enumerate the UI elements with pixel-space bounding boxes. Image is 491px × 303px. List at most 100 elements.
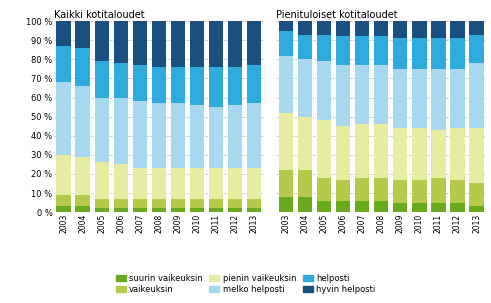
Bar [152,168,166,199]
Bar [374,201,388,212]
Bar [412,69,427,128]
Bar [431,178,445,203]
Bar [113,208,128,212]
Bar [133,102,147,168]
Bar [412,203,427,212]
Bar [431,38,445,69]
Bar [298,117,312,170]
Bar [450,128,464,180]
Text: Pienituloiset kotitaloudet: Pienituloiset kotitaloudet [276,10,398,20]
Bar [152,208,166,212]
Bar [209,208,223,212]
Bar [450,203,464,212]
Bar [190,105,204,168]
Bar [56,206,71,212]
Bar [374,65,388,124]
Bar [279,21,293,31]
Bar [113,98,128,164]
Bar [336,65,350,126]
Bar [279,55,293,113]
Bar [113,63,128,98]
Bar [209,21,223,67]
Bar [228,208,242,212]
Bar [95,98,109,162]
Bar [113,164,128,199]
Bar [374,21,388,36]
Bar [450,69,464,128]
Bar [431,21,445,38]
Bar [247,168,261,199]
Bar [113,21,128,63]
Bar [412,180,427,203]
Bar [152,67,166,103]
Legend: suurin vaikeuksin, vaikeuksin, pienin vaikeuksin, melko helposti, helposti, hyvi: suurin vaikeuksin, vaikeuksin, pienin va… [114,272,377,296]
Bar [469,128,484,184]
Bar [209,199,223,208]
Bar [393,180,408,203]
Bar [228,105,242,168]
Bar [171,67,185,103]
Bar [412,128,427,180]
Bar [228,168,242,199]
Bar [469,206,484,212]
Bar [56,155,71,195]
Bar [152,199,166,208]
Bar [133,199,147,208]
Bar [95,208,109,212]
Bar [133,208,147,212]
Bar [95,61,109,98]
Bar [190,168,204,199]
Bar [393,203,408,212]
Bar [336,126,350,180]
Bar [431,203,445,212]
Bar [209,168,223,199]
Bar [209,107,223,168]
Bar [412,38,427,69]
Bar [76,195,90,206]
Bar [152,21,166,67]
Bar [317,201,331,212]
Bar [190,21,204,67]
Bar [247,208,261,212]
Bar [171,199,185,208]
Bar [279,113,293,170]
Bar [247,103,261,168]
Bar [190,199,204,208]
Bar [95,162,109,199]
Bar [298,21,312,35]
Bar [298,35,312,59]
Bar [393,128,408,180]
Bar [171,103,185,168]
Bar [190,67,204,105]
Bar [450,38,464,69]
Bar [247,65,261,103]
Bar [412,21,427,38]
Bar [113,199,128,208]
Bar [56,82,71,155]
Bar [133,168,147,199]
Bar [133,65,147,102]
Bar [298,197,312,212]
Bar [228,21,242,67]
Bar [317,61,331,121]
Bar [393,21,408,38]
Bar [76,157,90,195]
Bar [76,21,90,48]
Bar [298,59,312,117]
Bar [95,199,109,208]
Bar [336,201,350,212]
Bar [247,199,261,208]
Bar [279,170,293,197]
Bar [450,180,464,203]
Bar [171,168,185,199]
Bar [298,170,312,197]
Bar [317,35,331,61]
Text: Kaikki kotitaloudet: Kaikki kotitaloudet [54,10,145,20]
Bar [469,63,484,128]
Bar [450,21,464,38]
Bar [247,21,261,65]
Bar [469,21,484,35]
Bar [431,130,445,178]
Bar [336,36,350,65]
Bar [56,21,71,46]
